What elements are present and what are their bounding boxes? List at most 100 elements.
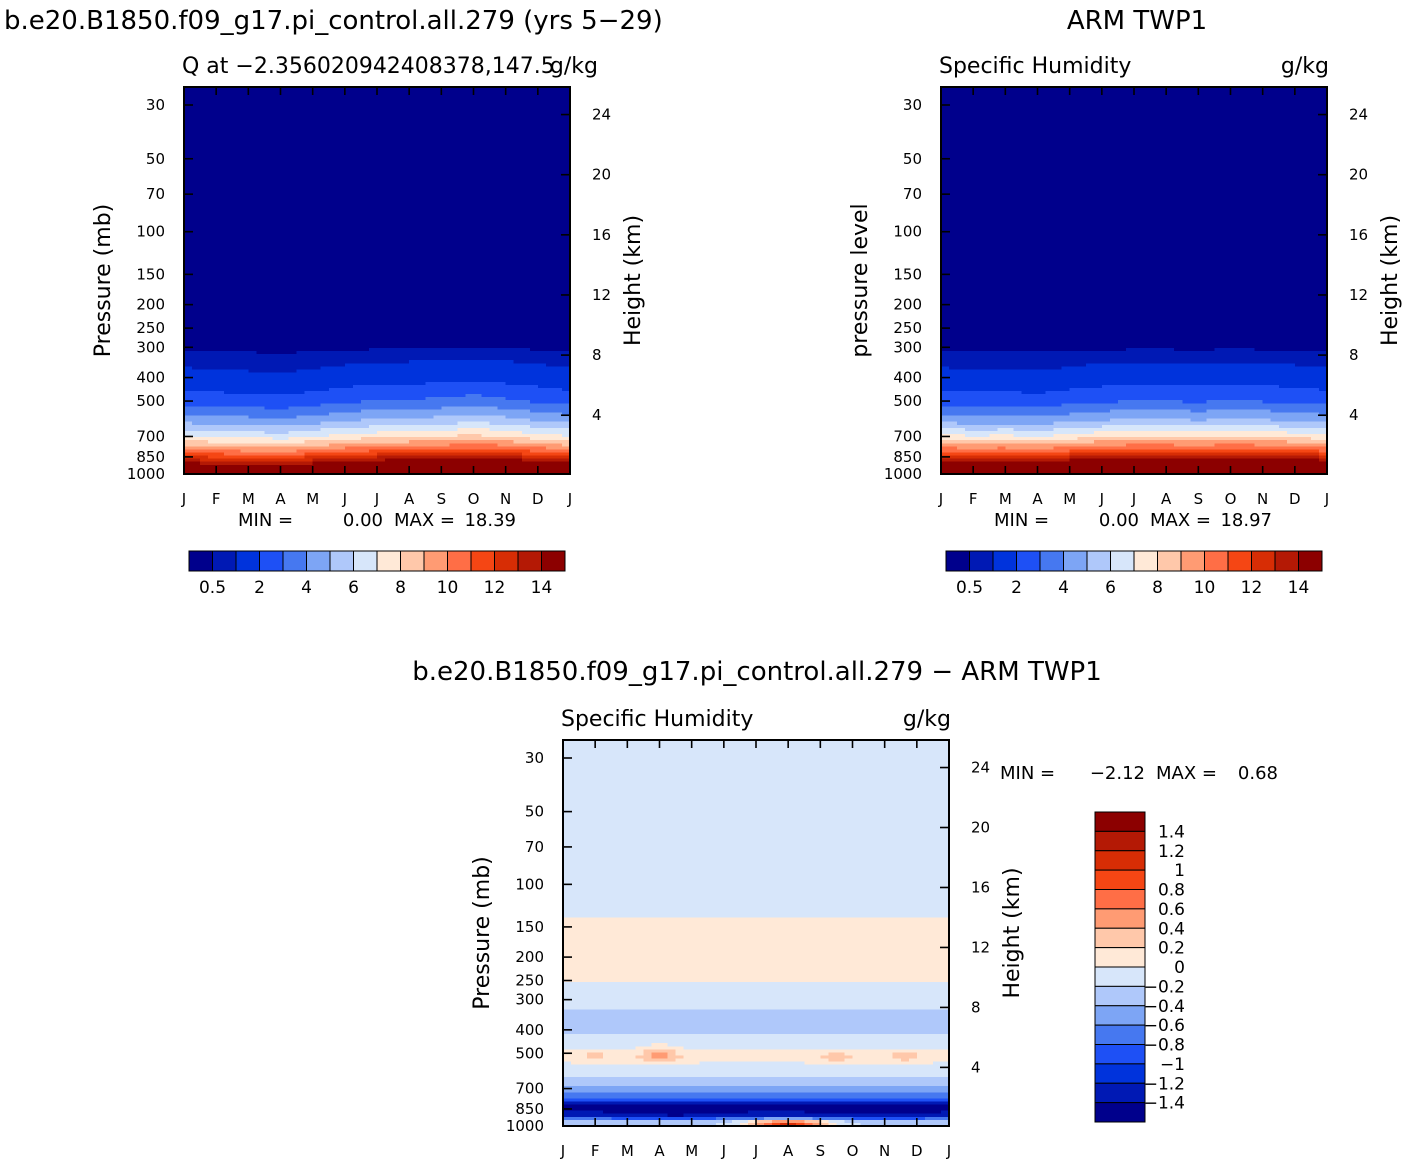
heatmap-cell xyxy=(272,191,282,195)
heatmap-cell xyxy=(521,191,531,195)
heatmap-cell xyxy=(352,203,362,208)
heatmap-cell xyxy=(385,215,394,220)
heatmap-cell xyxy=(264,200,274,204)
heatmap-cell xyxy=(401,163,410,168)
heatmap-cell xyxy=(553,194,563,198)
heatmap-cell xyxy=(505,160,515,165)
heatmap-cell xyxy=(344,212,354,217)
heatmap-cell xyxy=(312,175,322,180)
heatmap-cell xyxy=(497,141,507,146)
heatmap-cell xyxy=(304,172,314,177)
top-right-header: ARM TWP1 xyxy=(1067,6,1207,36)
heatmap-cell xyxy=(529,123,539,128)
heatmap-cell xyxy=(248,169,257,174)
heatmap-cell xyxy=(385,144,394,149)
heatmap-cell xyxy=(529,181,539,186)
heatmap-cell xyxy=(441,178,450,183)
heatmap-cell xyxy=(425,160,434,165)
heatmap-cell xyxy=(288,191,298,195)
heatmap-cell xyxy=(336,148,346,152)
heatmap-cell xyxy=(521,166,531,171)
heatmap-cell xyxy=(553,123,563,128)
heatmap-cell xyxy=(513,151,523,155)
heatmap-cell xyxy=(545,108,555,112)
heatmap-cell xyxy=(232,108,241,112)
heatmap-cell xyxy=(256,237,266,241)
heatmap-cell xyxy=(288,135,298,140)
heatmap-cell xyxy=(401,135,410,140)
heatmap-cell xyxy=(489,209,499,214)
heatmap-cell xyxy=(256,117,266,121)
heatmap-cell xyxy=(521,212,531,217)
heatmap-cell xyxy=(385,203,394,208)
heatmap-cell xyxy=(304,157,314,161)
heatmap-cell xyxy=(385,123,394,128)
heatmap-cell xyxy=(288,212,298,217)
heatmap-cell xyxy=(537,141,547,146)
heatmap-cell xyxy=(224,126,233,131)
heatmap-cell xyxy=(232,181,241,186)
heatmap-cell xyxy=(529,203,539,208)
heatmap-cell xyxy=(457,138,467,143)
heatmap-cell xyxy=(401,188,410,192)
heatmap-cell xyxy=(417,228,426,232)
heatmap-cell xyxy=(344,148,354,152)
heatmap-cell xyxy=(296,221,306,226)
heatmap-cell xyxy=(240,105,249,109)
heatmap-cell xyxy=(360,135,370,140)
heatmap-cell xyxy=(264,188,274,192)
heatmap-cell xyxy=(489,224,499,229)
heatmap-cell xyxy=(352,138,362,143)
heatmap-cell xyxy=(377,163,386,168)
heatmap-cell xyxy=(497,138,507,143)
heatmap-cell xyxy=(216,151,225,155)
heatmap-cell xyxy=(465,172,475,177)
heatmap-cell xyxy=(296,138,306,143)
heatmap-cell xyxy=(264,129,274,134)
heatmap-cell xyxy=(312,181,322,186)
heatmap-cell xyxy=(184,126,193,131)
heatmap-cell xyxy=(232,154,241,158)
heatmap-cell xyxy=(216,123,225,128)
heatmap-cell xyxy=(248,212,257,217)
heatmap-cell xyxy=(545,194,555,198)
heatmap-cell xyxy=(280,181,290,186)
heatmap-cell xyxy=(248,129,257,134)
heatmap-cell xyxy=(320,135,330,140)
heatmap-cell xyxy=(200,163,209,168)
heatmap-cell xyxy=(505,172,515,177)
heatmap-cell xyxy=(441,148,450,152)
heatmap-cell xyxy=(368,144,378,149)
heatmap-cell xyxy=(312,154,322,158)
heatmap-cell xyxy=(561,191,571,195)
heatmap-cell xyxy=(377,191,386,195)
heatmap-cell xyxy=(320,172,330,177)
heatmap-cell xyxy=(368,172,378,177)
heatmap-cell xyxy=(368,197,378,201)
heatmap-cell xyxy=(200,138,209,143)
heatmap-cell xyxy=(264,117,274,121)
heatmap-cell xyxy=(192,163,201,168)
heatmap-cell xyxy=(417,138,426,143)
heatmap-cell xyxy=(401,169,410,174)
heatmap-cell xyxy=(449,224,459,229)
heatmap-cell xyxy=(537,129,547,134)
heatmap-cell xyxy=(561,138,571,143)
heatmap-cell xyxy=(473,203,483,208)
heatmap-cell xyxy=(280,114,290,118)
heatmap-cell xyxy=(513,148,523,152)
heatmap-cell xyxy=(377,160,386,165)
heatmap-cell xyxy=(505,203,515,208)
heatmap-cell xyxy=(497,231,507,235)
heatmap-cell xyxy=(505,129,515,134)
heatmap-cell xyxy=(409,169,418,174)
heatmap-cell xyxy=(473,111,483,115)
heatmap-cell xyxy=(529,117,539,121)
heatmap-cell xyxy=(441,175,450,180)
heatmap-cell xyxy=(529,224,539,229)
heatmap-cell xyxy=(208,126,217,131)
heatmap-cell xyxy=(232,184,241,189)
heatmap-cell xyxy=(320,138,330,143)
heatmap-cell xyxy=(497,154,507,158)
heatmap-cell xyxy=(208,117,217,121)
